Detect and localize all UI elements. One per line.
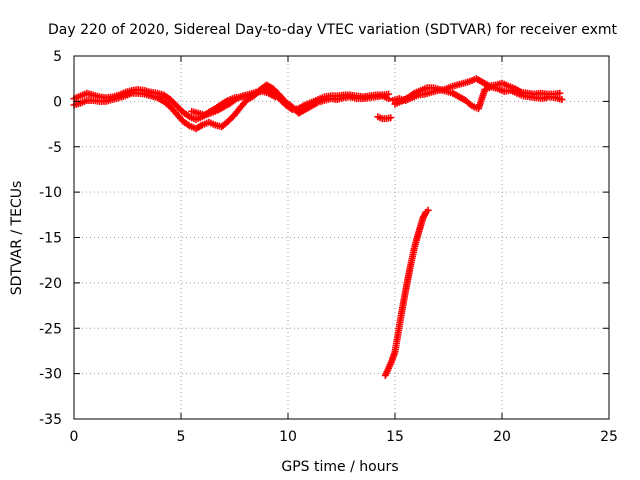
- x-tick-label: 25: [600, 429, 618, 445]
- data-point: [424, 206, 432, 214]
- data-points: [70, 75, 566, 379]
- y-axis-label: SDTVAR / TECUs: [9, 181, 25, 296]
- data-point: [558, 96, 566, 104]
- data-point: [387, 114, 395, 122]
- x-tick-label: 10: [279, 429, 297, 445]
- x-axis-label: GPS time / hours: [281, 459, 398, 475]
- y-tick-label: -5: [48, 140, 62, 156]
- y-tick-label: 0: [53, 94, 62, 110]
- x-tick-label: 15: [386, 429, 404, 445]
- y-tick-label: -20: [39, 276, 62, 292]
- y-tick-label: -10: [39, 185, 62, 201]
- y-tick-label: -15: [39, 231, 62, 247]
- data-point: [385, 95, 393, 103]
- y-tick-label: 5: [53, 49, 62, 65]
- x-tick-label: 20: [493, 429, 511, 445]
- y-tick-label: -35: [39, 412, 62, 428]
- y-tick-label: -30: [39, 367, 62, 383]
- x-tick-label: 0: [70, 429, 79, 445]
- grid-lines: [74, 56, 609, 419]
- y-tick-label: -25: [39, 321, 62, 337]
- axis-ticks: 0 5 10 15 20 25 5 0 -5 -10 -15 -20 -25 -30 -35: [39, 49, 618, 445]
- x-tick-label: 5: [177, 429, 186, 445]
- chart-title: Day 220 of 2020, Sidereal Day-to-day VTE…: [48, 22, 618, 38]
- data-point: [271, 93, 279, 101]
